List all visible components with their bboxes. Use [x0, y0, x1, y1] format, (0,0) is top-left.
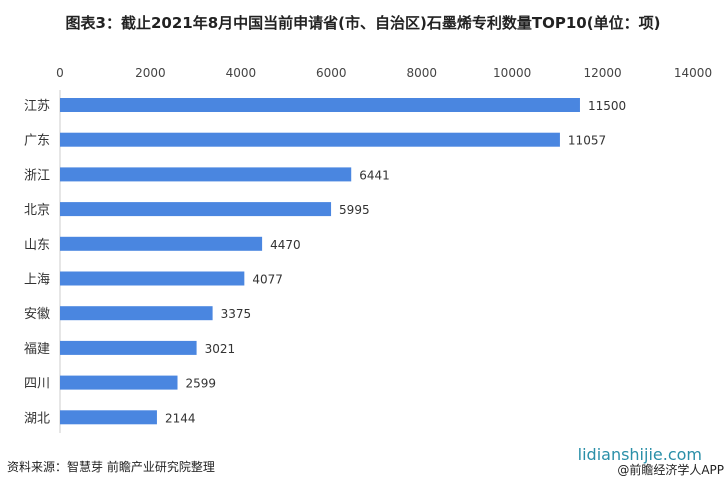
x-tick-label: 0 — [56, 66, 64, 80]
data-label: 6441 — [359, 168, 390, 182]
bar — [60, 202, 332, 217]
data-label: 4077 — [252, 273, 283, 287]
bar — [60, 132, 560, 147]
bar — [60, 236, 263, 251]
bar — [60, 271, 245, 286]
watermark-app: @前瞻经济学人APP — [617, 463, 724, 477]
bar — [60, 340, 197, 355]
category-label: 四川 — [24, 377, 50, 392]
category-label: 福建 — [24, 342, 50, 357]
category-label: 山东 — [24, 238, 50, 253]
category-label: 广东 — [24, 134, 50, 149]
data-label: 4470 — [270, 238, 301, 252]
bar — [60, 167, 352, 182]
source-note: 资料来源：智慧芽 前瞻产业研究院整理 — [7, 460, 215, 474]
bar — [60, 98, 580, 112]
category-label: 安徽 — [24, 307, 50, 322]
x-tick-label: 2000 — [135, 66, 166, 80]
bar — [60, 410, 157, 425]
category-label: 浙江 — [24, 168, 50, 183]
category-label: 江苏 — [24, 98, 50, 114]
x-tick-label: 12000 — [583, 66, 621, 80]
category-label: 湖北 — [24, 411, 50, 426]
chart-title: 图表3：截止2021年8月中国当前申请省(市、自治区)石墨烯专利数量TOP10(… — [65, 14, 661, 32]
data-label: 5995 — [339, 203, 370, 217]
data-label: 11500 — [588, 99, 626, 113]
category-label: 北京 — [24, 203, 50, 218]
bar — [60, 375, 178, 390]
bar — [60, 306, 213, 321]
data-label: 3375 — [221, 307, 252, 321]
x-tick-label: 8000 — [406, 66, 437, 80]
x-tick-label: 6000 — [316, 66, 347, 80]
watermark-site: lidianshijie.com — [577, 445, 702, 464]
data-label: 3021 — [205, 342, 236, 356]
data-label: 2599 — [186, 377, 217, 391]
x-tick-label: 4000 — [226, 66, 257, 80]
data-label: 11057 — [568, 134, 606, 148]
data-label: 2144 — [165, 411, 196, 425]
x-tick-label: 10000 — [493, 66, 531, 80]
x-tick-label: 14000 — [674, 66, 712, 80]
category-label: 上海 — [24, 273, 50, 288]
